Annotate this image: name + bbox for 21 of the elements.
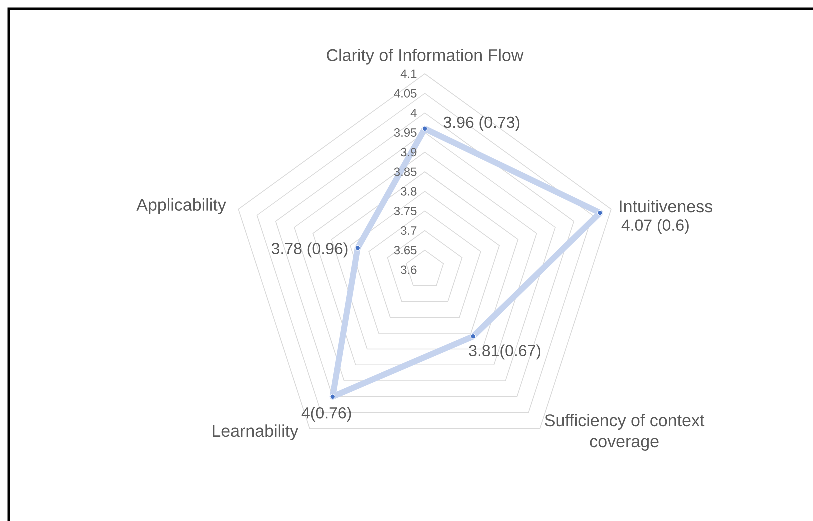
- spoke-label: Intuitiveness: [620, 200, 712, 213]
- data-label: 4.07 (0.6): [622, 219, 689, 234]
- y-tick-label: 3.65: [394, 246, 417, 255]
- data-label: 3.96 (0.73): [444, 116, 520, 132]
- y-tick-label: 3.7: [401, 226, 417, 236]
- y-tick-label: 3.75: [394, 206, 417, 216]
- y-tick-label: 3.8: [401, 187, 417, 196]
- y-tick-label: 4.1: [400, 70, 417, 78]
- y-tick-label: 3.6: [401, 266, 417, 274]
- y-tick-label: 4: [410, 109, 417, 118]
- spoke-label: Learnability: [213, 424, 299, 440]
- spoke-label: Sufficiency of context coverage: [545, 414, 705, 451]
- data-label: 3.81(0.67): [469, 344, 541, 360]
- y-tick-label: 3.95: [394, 128, 417, 138]
- y-tick-label: 4.05: [394, 89, 417, 98]
- y-tick-label: 3.9: [401, 148, 417, 157]
- data-label: 4(0.76): [302, 407, 352, 422]
- spoke-label: Clarity of Information Flow: [327, 48, 524, 65]
- spoke-label: Applicability: [136, 198, 226, 214]
- y-tick-label: 3.85: [394, 168, 417, 176]
- data-label: 3.78 (0.96): [272, 242, 348, 258]
